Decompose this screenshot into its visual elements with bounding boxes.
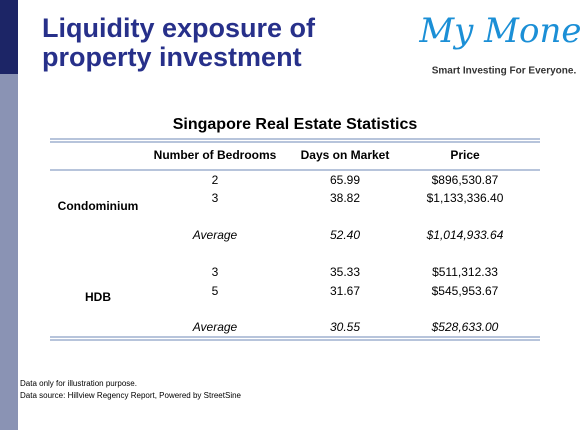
tagline: Smart Investing For Everyone.	[432, 66, 577, 77]
side-bar-bottom	[0, 74, 18, 430]
table-cell: 5	[212, 284, 219, 298]
table-cell: 3	[212, 191, 219, 205]
table-cell: 35.33	[330, 265, 360, 279]
slide-title: property investment	[42, 42, 302, 72]
average-cell: 30.55	[330, 320, 360, 334]
average-cell: Average	[192, 320, 238, 334]
table-cell: 65.99	[330, 173, 360, 187]
footnote: Data only for illustration purpose.	[20, 379, 137, 388]
footnote: Data source: Hillview Regency Report, Po…	[20, 391, 242, 400]
table-cell: 38.82	[330, 191, 360, 205]
table-title: Singapore Real Estate Statistics	[173, 116, 418, 133]
average-cell: 52.40	[330, 228, 360, 242]
table-cell: 2	[212, 173, 219, 187]
table-cell: 3	[212, 265, 219, 279]
table-cell: $1,133,336.40	[427, 191, 504, 205]
average-cell: $1,014,933.64	[426, 228, 504, 242]
group-label: HDB	[85, 290, 111, 304]
table-cell: $545,953.67	[432, 284, 499, 298]
logo: My Money	[418, 11, 580, 51]
slide-title: Liquidity exposure of	[42, 13, 316, 43]
table-cell: $511,312.33	[432, 265, 498, 279]
column-header: Days on Market	[301, 148, 390, 162]
table-cell: $896,530.87	[432, 173, 499, 187]
average-cell: Average	[192, 228, 238, 242]
column-header: Number of Bedrooms	[154, 148, 277, 162]
column-header: Price	[450, 148, 480, 162]
side-bar-top	[0, 0, 18, 74]
group-label: Condominium	[58, 199, 139, 213]
average-cell: $528,633.00	[431, 320, 499, 334]
table-cell: 31.67	[330, 284, 360, 298]
